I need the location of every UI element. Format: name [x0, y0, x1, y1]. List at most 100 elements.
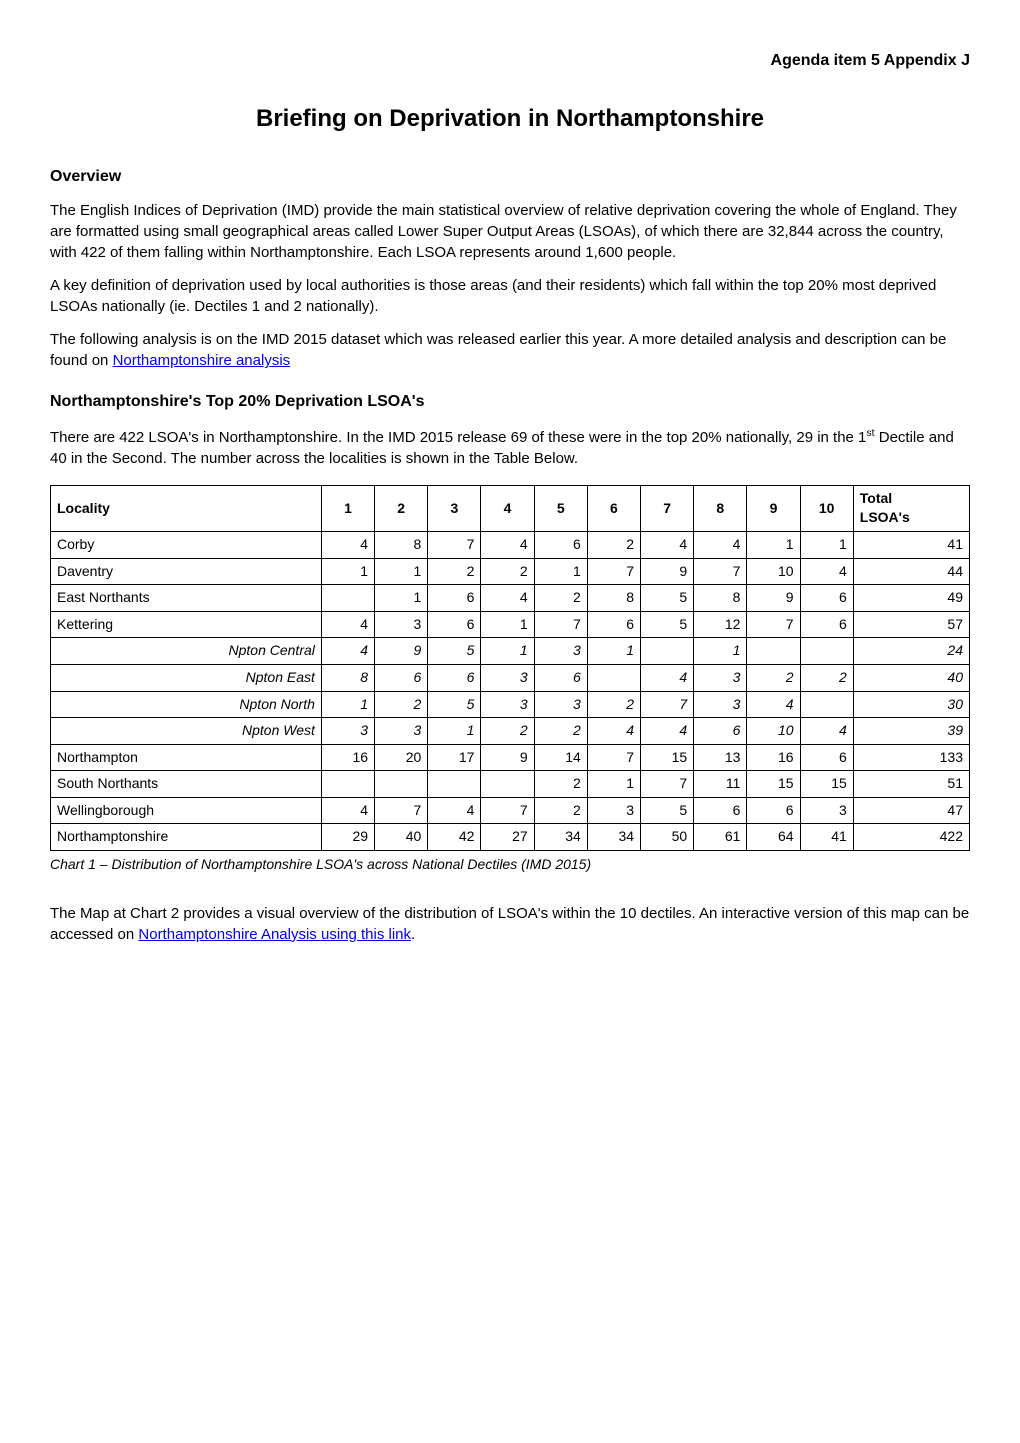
data-cell: 13 — [694, 744, 747, 771]
data-cell: 1 — [481, 638, 534, 665]
northamptonshire-map-link[interactable]: Northamptonshire Analysis using this lin… — [138, 926, 411, 943]
col-1: 1 — [321, 485, 374, 531]
locality-cell: Npton Central — [51, 638, 322, 665]
data-cell: 133 — [853, 744, 969, 771]
data-cell: 1 — [534, 558, 587, 585]
data-cell: 6 — [428, 585, 481, 612]
locality-cell: Npton East — [51, 664, 322, 691]
data-cell: 3 — [375, 718, 428, 745]
data-cell: 16 — [747, 744, 800, 771]
data-cell: 4 — [587, 718, 640, 745]
data-cell: 3 — [587, 797, 640, 824]
table-row: Northampton16201791471513166133 — [51, 744, 970, 771]
data-cell: 50 — [641, 824, 694, 851]
data-cell: 15 — [800, 771, 853, 798]
data-cell — [375, 771, 428, 798]
data-cell: 44 — [853, 558, 969, 585]
data-cell: 61 — [694, 824, 747, 851]
data-cell: 4 — [641, 531, 694, 558]
data-cell: 14 — [534, 744, 587, 771]
locality-cell: South Northants — [51, 771, 322, 798]
data-cell: 34 — [587, 824, 640, 851]
data-cell: 1 — [428, 718, 481, 745]
data-cell: 2 — [800, 664, 853, 691]
locality-cell: Northampton — [51, 744, 322, 771]
locality-cell: Wellingborough — [51, 797, 322, 824]
col-8: 8 — [694, 485, 747, 531]
col-locality: Locality — [51, 485, 322, 531]
data-cell: 5 — [428, 691, 481, 718]
data-cell: 30 — [853, 691, 969, 718]
data-cell: 16 — [321, 744, 374, 771]
locality-cell: Daventry — [51, 558, 322, 585]
overview-p3: The following analysis is on the IMD 201… — [50, 329, 970, 371]
data-cell: 6 — [800, 585, 853, 612]
col-total-line2: LSOA's — [860, 509, 910, 525]
locality-cell: East Northants — [51, 585, 322, 612]
page-title: Briefing on Deprivation in Northamptonsh… — [50, 102, 970, 136]
data-cell: 64 — [747, 824, 800, 851]
data-cell: 1 — [321, 558, 374, 585]
data-cell: 4 — [321, 611, 374, 638]
data-cell: 6 — [800, 744, 853, 771]
data-cell — [481, 771, 534, 798]
data-cell: 2 — [534, 771, 587, 798]
data-cell: 1 — [587, 638, 640, 665]
table-row: Npton Central495131124 — [51, 638, 970, 665]
data-cell: 3 — [694, 691, 747, 718]
data-cell — [321, 771, 374, 798]
table-row: East Northants16428589649 — [51, 585, 970, 612]
data-cell — [587, 664, 640, 691]
data-cell — [428, 771, 481, 798]
data-cell — [800, 691, 853, 718]
data-cell: 2 — [587, 531, 640, 558]
data-cell: 7 — [641, 691, 694, 718]
data-cell: 8 — [375, 531, 428, 558]
data-cell: 24 — [853, 638, 969, 665]
data-cell: 7 — [587, 744, 640, 771]
data-cell: 4 — [641, 718, 694, 745]
data-cell: 3 — [534, 691, 587, 718]
data-cell: 3 — [481, 691, 534, 718]
data-cell: 4 — [747, 691, 800, 718]
data-cell: 51 — [853, 771, 969, 798]
col-3: 3 — [428, 485, 481, 531]
data-cell: 2 — [534, 718, 587, 745]
top20-p1: There are 422 LSOA's in Northamptonshire… — [50, 426, 970, 469]
data-cell: 47 — [853, 797, 969, 824]
footer-p1: The Map at Chart 2 provides a visual ove… — [50, 903, 970, 945]
data-cell — [321, 585, 374, 612]
data-cell: 2 — [534, 585, 587, 612]
data-cell: 3 — [800, 797, 853, 824]
data-cell — [747, 638, 800, 665]
data-cell: 2 — [534, 797, 587, 824]
data-cell: 4 — [800, 558, 853, 585]
data-cell: 4 — [321, 638, 374, 665]
data-cell: 4 — [428, 797, 481, 824]
data-cell: 3 — [321, 718, 374, 745]
data-cell: 6 — [534, 664, 587, 691]
data-cell: 3 — [481, 664, 534, 691]
data-cell: 1 — [800, 531, 853, 558]
data-cell: 422 — [853, 824, 969, 851]
data-cell: 3 — [694, 664, 747, 691]
data-cell: 41 — [800, 824, 853, 851]
data-cell: 2 — [587, 691, 640, 718]
data-cell: 4 — [641, 664, 694, 691]
data-cell: 4 — [694, 531, 747, 558]
data-cell: 5 — [641, 611, 694, 638]
data-cell: 40 — [375, 824, 428, 851]
agenda-header: Agenda item 5 Appendix J — [50, 50, 970, 72]
data-cell: 7 — [587, 558, 640, 585]
data-cell: 3 — [534, 638, 587, 665]
locality-cell: Northamptonshire — [51, 824, 322, 851]
northamptonshire-analysis-link[interactable]: Northamptonshire analysis — [113, 352, 291, 369]
data-cell: 9 — [481, 744, 534, 771]
data-cell: 1 — [375, 585, 428, 612]
data-cell: 11 — [694, 771, 747, 798]
data-cell: 2 — [481, 558, 534, 585]
table-row: Wellingborough474723566347 — [51, 797, 970, 824]
data-cell: 6 — [428, 664, 481, 691]
data-cell: 2 — [375, 691, 428, 718]
data-cell: 6 — [375, 664, 428, 691]
